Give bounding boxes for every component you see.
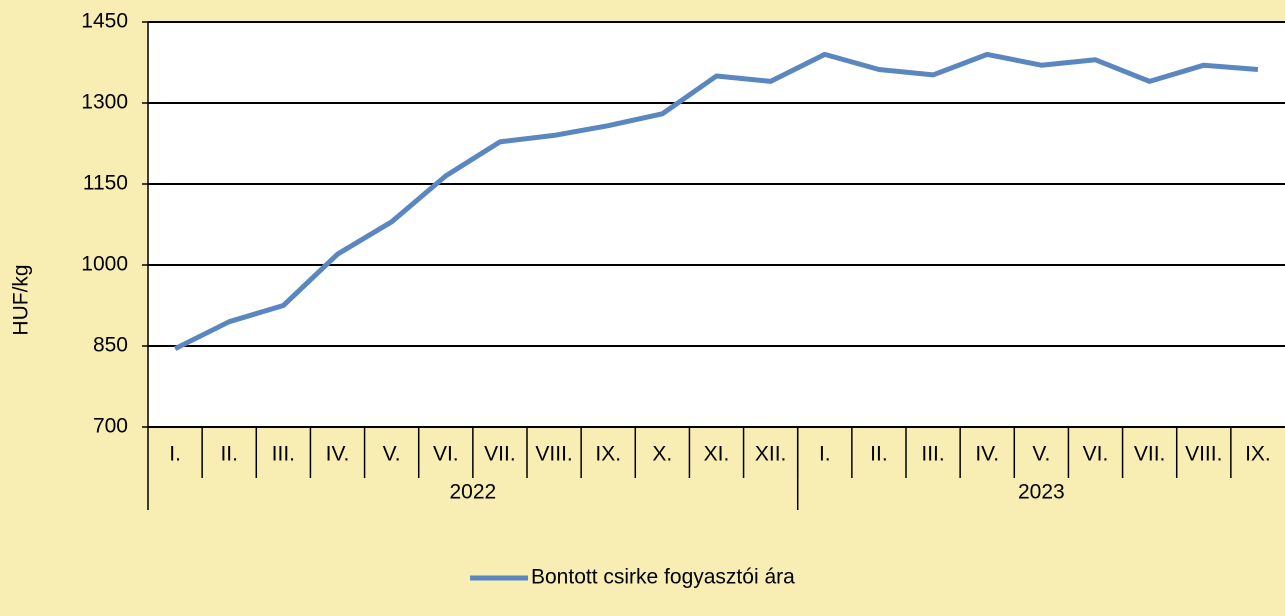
x-tick-label: III. <box>272 443 295 466</box>
legend-label: Bontott csirke fogyasztói ára <box>531 566 795 589</box>
y-tick-label: 1300 <box>81 91 128 114</box>
x-tick-label: VI. <box>1083 443 1109 466</box>
x-tick-label: XI. <box>704 443 730 466</box>
x-tick-label: VIII. <box>535 443 572 466</box>
x-tick-label: X. <box>652 443 672 466</box>
y-tick-label: 1450 <box>81 10 128 33</box>
x-tick-label: IV. <box>326 443 350 466</box>
y-axis-label: HUF/kg <box>10 264 33 335</box>
y-tick-label: 1150 <box>83 172 128 195</box>
x-tick-label: II. <box>220 443 238 466</box>
x-tick-label: VIII. <box>1185 443 1222 466</box>
y-tick-label: 1000 <box>81 253 128 276</box>
x-tick-label: IX. <box>1245 443 1271 466</box>
x-tick-label: V. <box>1032 443 1050 466</box>
x-tick-label: I. <box>819 443 831 466</box>
x-tick-label: IX. <box>595 443 621 466</box>
x-tick-label: VII. <box>484 443 516 466</box>
x-tick-label: V. <box>383 443 401 466</box>
group-label: 2022 <box>449 481 496 504</box>
x-tick-label: IV. <box>975 443 999 466</box>
x-tick-label: I. <box>169 443 181 466</box>
x-tick-label: VII. <box>1134 443 1166 466</box>
x-tick-label: III. <box>921 443 944 466</box>
data-line <box>173 51 1259 351</box>
y-tick-label: 700 <box>93 415 128 438</box>
group-label: 2023 <box>1018 481 1065 504</box>
plot-area <box>148 22 1285 427</box>
y-tick-label: 850 <box>93 334 128 357</box>
x-tick-label: VI. <box>433 443 459 466</box>
x-tick-label: XII. <box>755 443 787 466</box>
x-tick-label: II. <box>870 443 888 466</box>
